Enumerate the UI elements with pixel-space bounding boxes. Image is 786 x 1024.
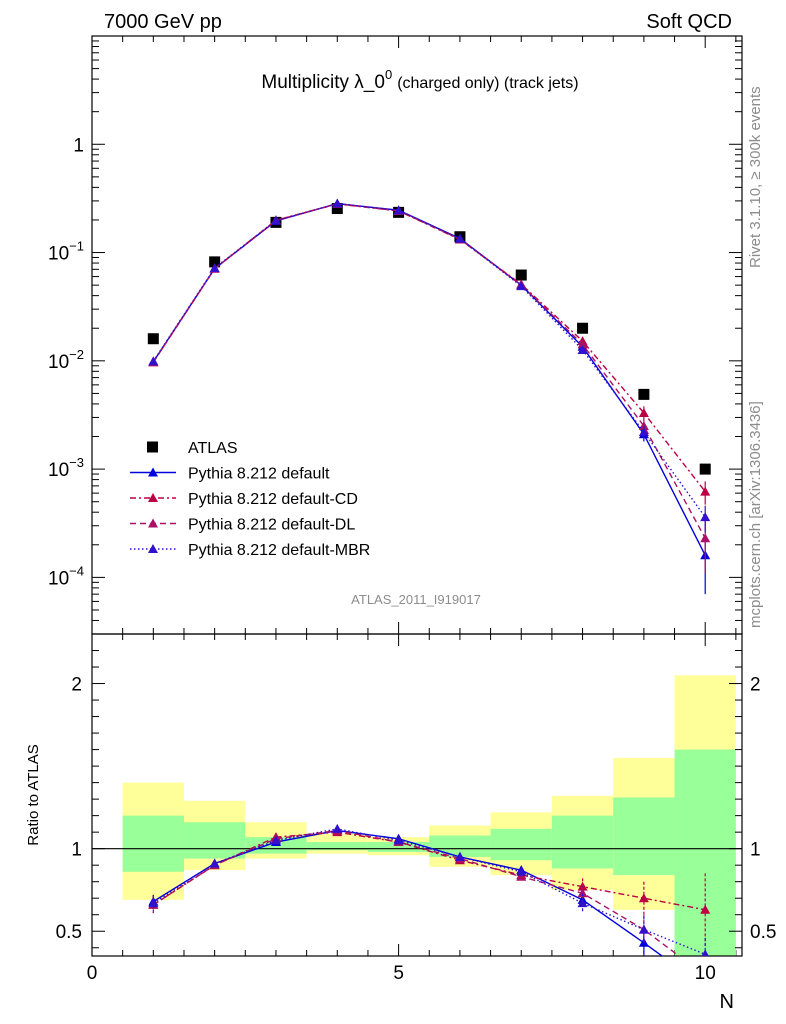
ratio-series-group: [148, 823, 711, 956]
mc-point: [638, 407, 649, 417]
data-point-atlas: [515, 269, 527, 281]
y-tick-label: 10−1: [48, 239, 84, 265]
ratio-y-tick-label: 2: [71, 675, 82, 696]
uncertainty-bands: [122, 675, 736, 956]
legend-label: Pythia 8.212 default-MBR: [188, 542, 370, 559]
ratio-y-tick-label: 1: [71, 840, 82, 861]
band-green: [122, 815, 184, 872]
band-green: [183, 822, 246, 859]
ratio-series-line: [152, 829, 664, 956]
data-point-atlas: [331, 203, 343, 215]
ratio-point: [209, 858, 220, 868]
series-line: [152, 202, 706, 518]
mc-point: [638, 421, 649, 431]
y-tick-label: 10−2: [48, 347, 84, 373]
ratio-frame: [91, 633, 743, 957]
ratio-point: [638, 893, 649, 903]
mc-point: [700, 533, 711, 543]
rivet-label: Rivet 3.1.10, ≥ 300k events: [747, 86, 764, 268]
band-green: [551, 815, 614, 869]
mc-point: [516, 281, 527, 291]
ratio-point: [270, 835, 281, 845]
data-point-atlas: [638, 388, 650, 400]
main-title: Multiplicity λ_00(charged only) (track j…: [261, 67, 578, 93]
ratio-y-tick-label-right: 1: [750, 840, 761, 861]
x-tick-label: 0: [87, 963, 98, 984]
band-green: [367, 842, 430, 852]
ratio-y-tick-label: 0.5: [56, 922, 82, 943]
ratio-point: [701, 949, 709, 956]
y-tick-label: 10−4: [48, 563, 84, 589]
data-point-atlas: [577, 322, 589, 334]
legend-marker: [148, 467, 158, 477]
x-tick-label: 10: [695, 963, 716, 984]
band-green: [674, 749, 736, 956]
ratio-y-tick-label-right: 2: [750, 675, 761, 696]
y-tick-label: 10−3: [48, 455, 84, 481]
header-left: 7000 GeV pp: [104, 11, 222, 33]
ratio-series-line: [152, 831, 706, 911]
main-plot-area: 1 10−1 10−2 10−3 10−4: [48, 35, 743, 956]
series-line: [152, 203, 706, 539]
ratio-y-tick-label-right: 0.5: [750, 922, 776, 943]
legend-marker-atlas: [147, 441, 158, 453]
band-green: [306, 842, 368, 851]
band-green: [429, 835, 491, 857]
ratio-point: [700, 904, 711, 914]
legend-label: Pythia 8.212 default-DL: [188, 517, 355, 534]
ratio-point: [454, 851, 465, 861]
legend-label: Pythia 8.212 default: [188, 466, 330, 483]
y-tick-label: 1: [73, 135, 84, 156]
data-point-atlas: [147, 333, 159, 345]
mc-point: [638, 427, 649, 437]
mc-point: [270, 215, 281, 225]
legend-label: Pythia 8.212 default-CD: [188, 491, 358, 508]
mc-point: [454, 233, 465, 243]
ratio-series-line: [152, 828, 706, 955]
mcplots-label: mcplots.cern.ch [arXiv:1306.3436]: [747, 401, 764, 628]
mc-point: [393, 205, 404, 215]
legend-marker: [148, 493, 158, 502]
mc-point: [700, 486, 711, 496]
mc-point: [700, 512, 711, 522]
x-tick-label: 5: [393, 963, 404, 984]
mc-point: [209, 263, 220, 273]
ratio-point: [516, 866, 527, 876]
mc-point: [577, 339, 588, 349]
mc-point: [577, 344, 588, 354]
mc-point: [148, 356, 159, 366]
ratio-ylabel: Ratio to ATLAS: [25, 744, 42, 845]
ratio-point: [148, 898, 159, 908]
legend-marker: [148, 544, 158, 553]
ratio-point: [516, 871, 527, 881]
x-axis-label: N: [720, 991, 734, 1013]
band-green: [613, 797, 675, 876]
mc-point: [332, 198, 343, 208]
ratio-point: [577, 888, 588, 898]
ratio-point: [577, 898, 588, 908]
ratio-plot-area: 0 5 10 0.5 0.5 1 1 2 2: [56, 633, 776, 984]
data-point-atlas: [699, 463, 711, 475]
ratio-point: [332, 823, 343, 833]
legend-label: ATLAS: [188, 440, 238, 457]
header-right: Soft QCD: [646, 11, 732, 33]
legend: ATLAS Pythia 8.212 default Pythia 8.212 de…: [130, 440, 370, 559]
main-series-group: [147, 198, 711, 595]
band-green: [490, 828, 552, 861]
data-point-atlas: [209, 256, 221, 268]
ratio-point: [393, 835, 404, 845]
legend-marker: [148, 518, 158, 528]
ratio-series-line: [152, 829, 681, 956]
ratio-point: [638, 924, 649, 934]
watermark: ATLAS_2011_I919017: [351, 592, 481, 607]
